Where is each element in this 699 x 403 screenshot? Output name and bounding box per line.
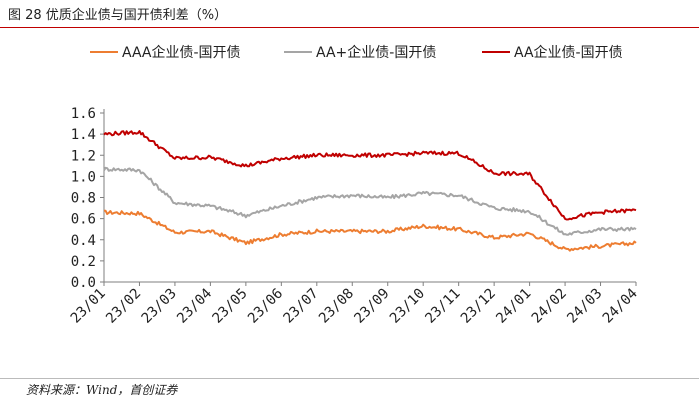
title-divider [0,27,699,28]
x-tick-label: 23/12 [458,286,499,327]
series-lines [103,130,637,252]
y-tick-label: 1.6 [71,106,96,122]
x-tick-label: 23/07 [281,286,322,327]
series-line-3 [103,130,637,221]
x-axis: 23/0123/0223/0323/0423/0523/0623/0723/08… [68,281,641,327]
series-line-1 [104,209,637,252]
legend-label-1: AAA企业债-国开债 [122,44,241,61]
y-axis: 0.0 0.2 0.4 0.6 0.8 1.0 1.2 1.4 1.6 [71,106,105,291]
x-tick-label: 23/01 [68,286,109,327]
y-tick-label: 0.4 [71,233,96,249]
chart-legend: AAA企业债-国开债 AA+企业债-国开债 AA企业债-国开债 [90,44,623,61]
spread-line-chart: AAA企业债-国开债 AA+企业债-国开债 AA企业债-国开债 0.00.20.40… [68,44,641,327]
y-tick-label: 0.0 [71,275,96,291]
y-tick-label: 1.2 [71,148,96,164]
x-tick-label: 24/03 [564,286,605,327]
legend-label-2: AA+企业债-国开债 [316,44,436,61]
figure-title: 图 28 优质企业债与国开债利差（%） [8,8,228,23]
x-tick-label: 24/01 [493,286,534,327]
y-tick-label: 0.8 [71,191,96,207]
x-tick-label: 24/04 [600,286,641,327]
y-tick-label: 0.2 [71,254,96,270]
x-tick-label: 23/03 [139,286,180,327]
x-tick-label: 23/04 [174,286,215,327]
y-tick-label: 1.4 [71,127,96,143]
y-tick-label: 1.0 [71,169,96,185]
x-tick-label: 23/11 [422,286,463,327]
legend-label-3: AA企业债-国开债 [514,44,623,61]
x-tick-label: 23/10 [387,286,428,327]
x-tick-label: 23/08 [316,286,357,327]
x-tick-label: 23/02 [103,286,144,327]
series-line-2 [103,166,637,236]
x-tick-label: 24/02 [529,286,570,327]
x-tick-label: 23/05 [210,286,251,327]
x-tick-label: 23/06 [245,286,286,327]
x-tick-label: 23/09 [351,286,392,327]
y-tick-label: 0.6 [71,212,96,228]
source-note: 资料来源：Wind，首创证券 [26,383,178,397]
source-divider [0,378,699,379]
